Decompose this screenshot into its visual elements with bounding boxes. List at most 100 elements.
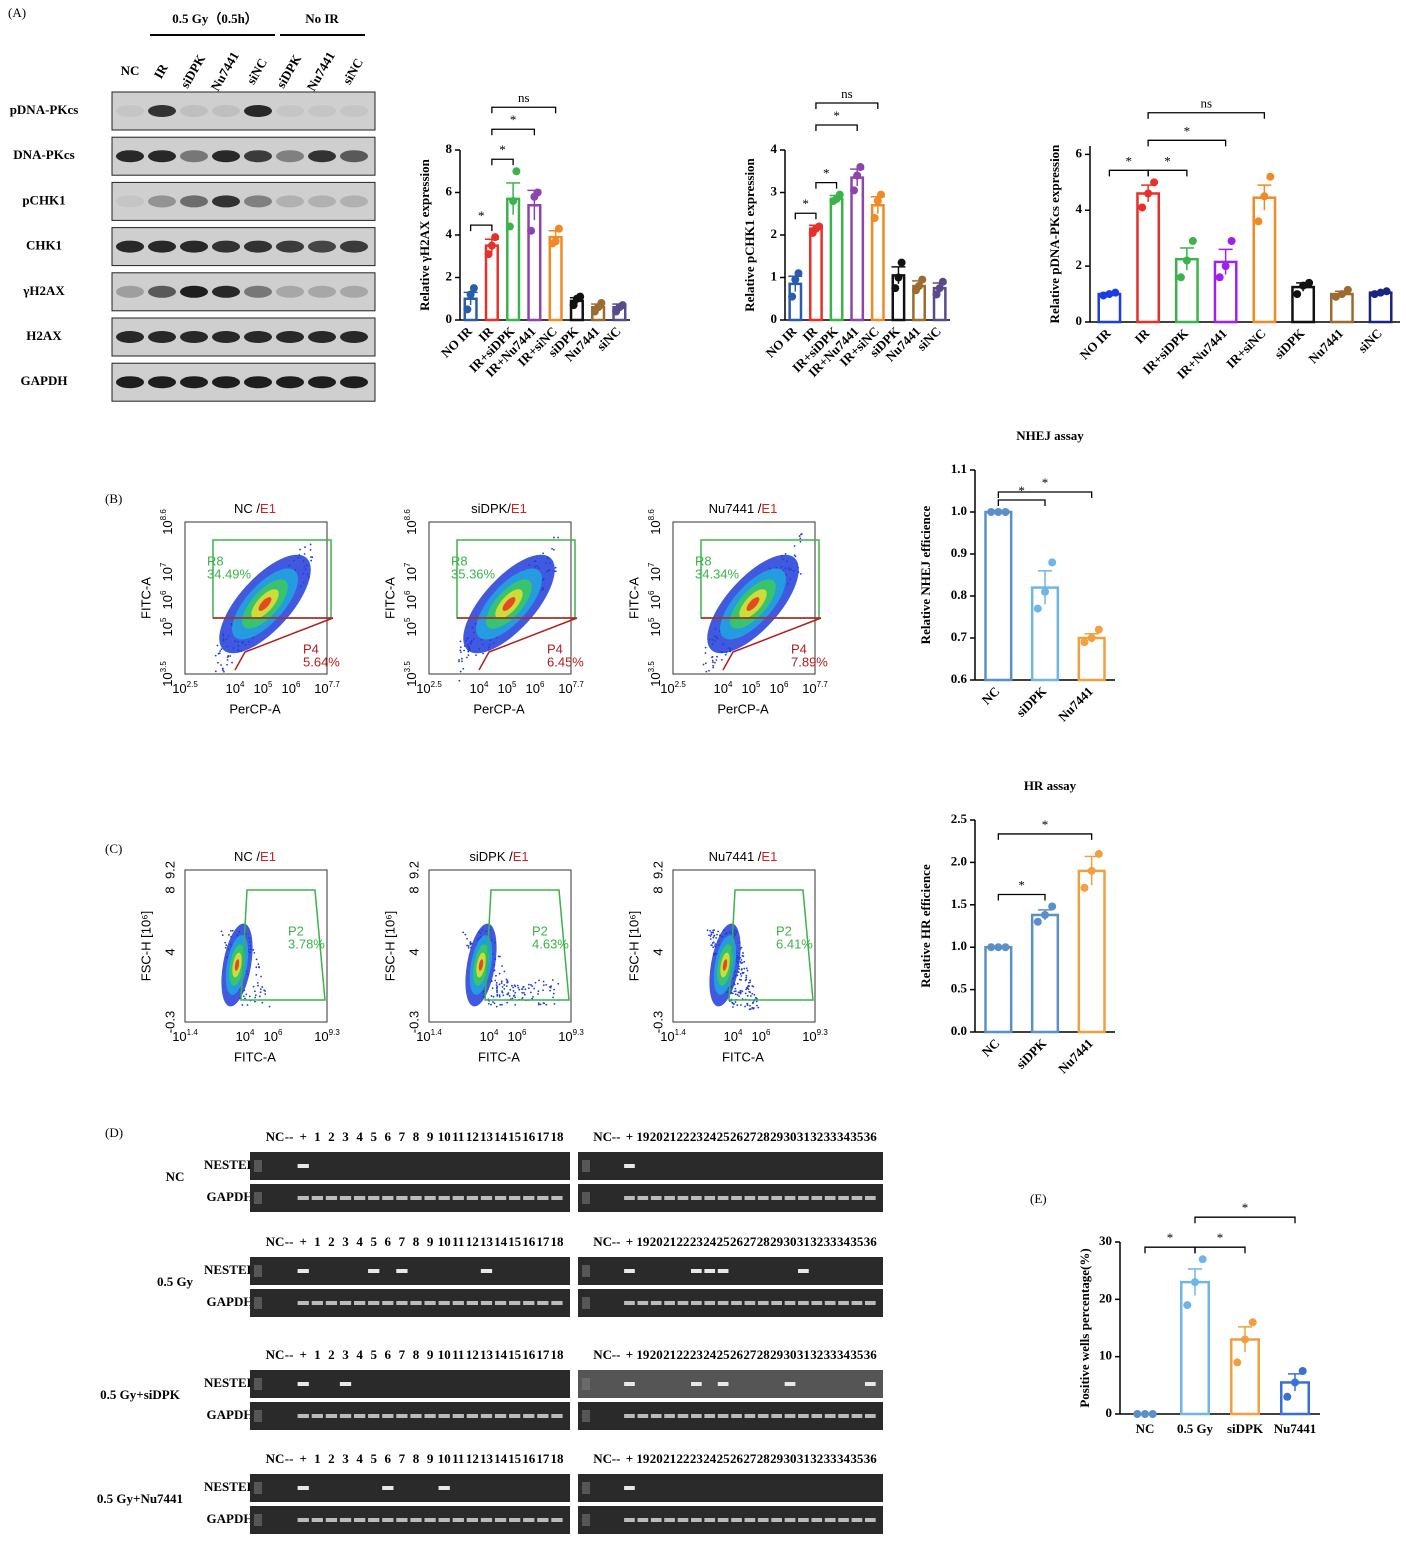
blot-row-label: pCHK1 [22, 192, 65, 207]
event [501, 991, 504, 994]
gel-lane: 28 [757, 1129, 771, 1144]
event [256, 981, 259, 984]
gel-band [784, 1196, 796, 1200]
flow-tick-label: 106 [526, 680, 545, 696]
gel-band [509, 1301, 521, 1305]
data-point [1254, 217, 1263, 226]
data-point [466, 290, 475, 299]
event [798, 535, 801, 537]
data-point [1293, 290, 1302, 299]
flow-sample: NC / [234, 849, 260, 864]
event [710, 933, 713, 936]
gel-band [523, 1518, 535, 1522]
gate-label: P2 [288, 923, 304, 938]
event [704, 652, 707, 654]
blot-band [180, 331, 208, 343]
blot-band [276, 285, 304, 298]
gel-band [864, 1301, 876, 1305]
event [710, 931, 713, 934]
gel-lane: 14 [494, 1451, 508, 1466]
event [521, 991, 524, 994]
significance-bracket [815, 181, 838, 189]
gel-band [523, 1196, 535, 1200]
gel-lane: 5 [370, 1451, 377, 1466]
gel-lane: 31 [797, 1129, 810, 1144]
blot-band [308, 150, 336, 163]
ladder [582, 1514, 590, 1526]
blot-band [244, 105, 272, 117]
gel-lane: 21 [663, 1347, 676, 1362]
event [753, 1007, 755, 1009]
event [715, 659, 718, 661]
flow-sample: Nu7441 / [709, 501, 762, 516]
event [709, 938, 712, 940]
gel-band [382, 1486, 394, 1490]
gate-label: P2 [532, 923, 548, 938]
flow-tick-label: 9.2 [406, 861, 421, 879]
gel-band [650, 1414, 662, 1418]
gel-band [691, 1269, 702, 1273]
significance-label: * [1167, 1230, 1174, 1245]
flow-frame [672, 521, 816, 675]
gel-band [339, 1518, 352, 1522]
event [755, 1000, 758, 1003]
significance-bracket [1194, 1246, 1246, 1254]
blot-row-label: pDNA-PKcs [10, 102, 79, 117]
event [709, 935, 712, 937]
blot-band [180, 150, 208, 163]
gel-lane: 25 [717, 1347, 731, 1362]
gel-band [396, 1269, 408, 1273]
gel-group: 0.5 Gy [157, 1274, 194, 1289]
blot-band [308, 285, 336, 298]
gel-band [717, 1269, 729, 1273]
data-point [1080, 883, 1089, 892]
flow-title: NC /E1 [234, 501, 276, 516]
gel-lane: 32 [810, 1129, 823, 1144]
flow-ylabel: FITC-A [138, 577, 153, 619]
event [501, 965, 503, 967]
data-point [469, 284, 478, 293]
gel-band [353, 1518, 366, 1522]
flow-tick-label: 101.4 [416, 1028, 442, 1044]
significance-label: * [1184, 123, 1191, 138]
gel-lane: 36 [864, 1234, 878, 1249]
flow-tag: E1 [761, 501, 777, 516]
flow-tick-label: 104 [724, 1028, 743, 1044]
y-tick-label: 1.5 [951, 896, 968, 911]
gel-band [664, 1301, 675, 1305]
gel-band [509, 1414, 521, 1418]
event [545, 983, 548, 986]
gate-pct: 5.64% [303, 654, 340, 669]
gel-band [353, 1301, 366, 1305]
event [527, 983, 530, 986]
data-point [1041, 910, 1049, 919]
gel-lane: 30 [784, 1234, 797, 1249]
flow-frame [428, 869, 572, 1023]
x-tick-label: siDPK [1227, 1421, 1264, 1436]
blot-band [148, 376, 176, 389]
gel-lane: 24 [703, 1451, 717, 1466]
gel-lane: -- [285, 1234, 294, 1249]
event [309, 543, 312, 546]
gel-lane: 20 [650, 1129, 663, 1144]
event [741, 972, 744, 975]
event [244, 997, 246, 1000]
event [518, 988, 521, 991]
flow-ylabel: FITC-A [382, 577, 397, 619]
gel-lane: 27 [743, 1234, 757, 1249]
data-point [1370, 290, 1379, 299]
tick-base: 10 [648, 567, 663, 581]
blot-band [340, 376, 368, 389]
panel-label: (C) [105, 841, 122, 856]
tick-exp: 4 [250, 1028, 255, 1037]
gel-band [704, 1414, 716, 1418]
flow-tick-label: -0.3 [650, 1011, 665, 1033]
gel-band [551, 1518, 563, 1522]
event [552, 992, 555, 995]
event [495, 974, 497, 977]
gel-band [424, 1196, 436, 1200]
event [734, 987, 737, 990]
gel-lane: 17 [536, 1451, 550, 1466]
x-tick-label: NC [1136, 1421, 1155, 1436]
gel-band [677, 1196, 689, 1200]
